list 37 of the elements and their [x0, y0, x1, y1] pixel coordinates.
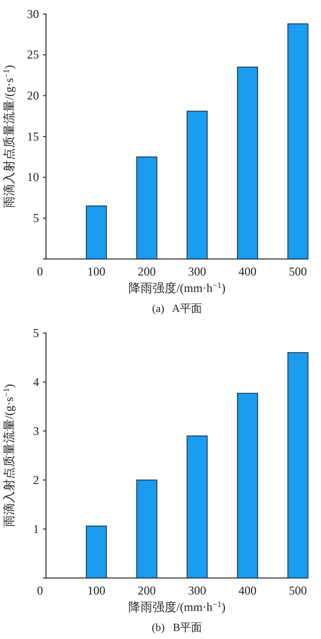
bar [136, 156, 158, 260]
y-tick-label: 5 [33, 211, 39, 226]
y-tick-label: 5 [33, 326, 39, 340]
y-tick-label: 30 [27, 6, 39, 21]
x-tick-label: 500 [288, 584, 307, 598]
text: (a) A平面 [152, 303, 202, 315]
x-axis-title: 降雨强度/(mm·h$^{−1}$) [128, 280, 226, 295]
x-tick-label: 0 [37, 584, 43, 598]
bar [287, 352, 308, 578]
y-tick-label: 15 [27, 129, 39, 144]
x-tick-label: 100 [87, 584, 106, 598]
x-tick-label: 100 [87, 264, 106, 279]
y-tick-label: 3 [33, 424, 39, 438]
x-tick-label: 500 [288, 264, 307, 279]
y-tick-label: 10 [27, 170, 39, 184]
y-tick-label: 4 [33, 374, 39, 389]
bar [136, 480, 158, 578]
bar [86, 526, 107, 578]
y-tick-label: 20 [27, 88, 39, 103]
x-tick-label: 200 [138, 584, 156, 598]
text: (b) B平面 [152, 622, 202, 634]
bar [237, 392, 258, 578]
y-tick-label: 2 [33, 472, 39, 487]
bar [186, 436, 208, 578]
x-tick-label: 400 [238, 584, 257, 598]
bar [237, 66, 258, 260]
x-tick-label: 200 [138, 264, 156, 279]
bar [287, 23, 308, 260]
x-axis-title: 降雨强度/(mm·h$^{−1}$) [128, 600, 226, 614]
x-tick-label: 0 [37, 264, 43, 279]
y-tick-label: 25 [27, 48, 39, 62]
x-tick-label: 300 [188, 584, 206, 598]
x-tick-label: 400 [238, 264, 257, 279]
y-tick-label: 1 [33, 522, 39, 536]
bar [86, 206, 107, 260]
x-tick-label: 300 [188, 264, 206, 279]
bar [186, 110, 208, 260]
